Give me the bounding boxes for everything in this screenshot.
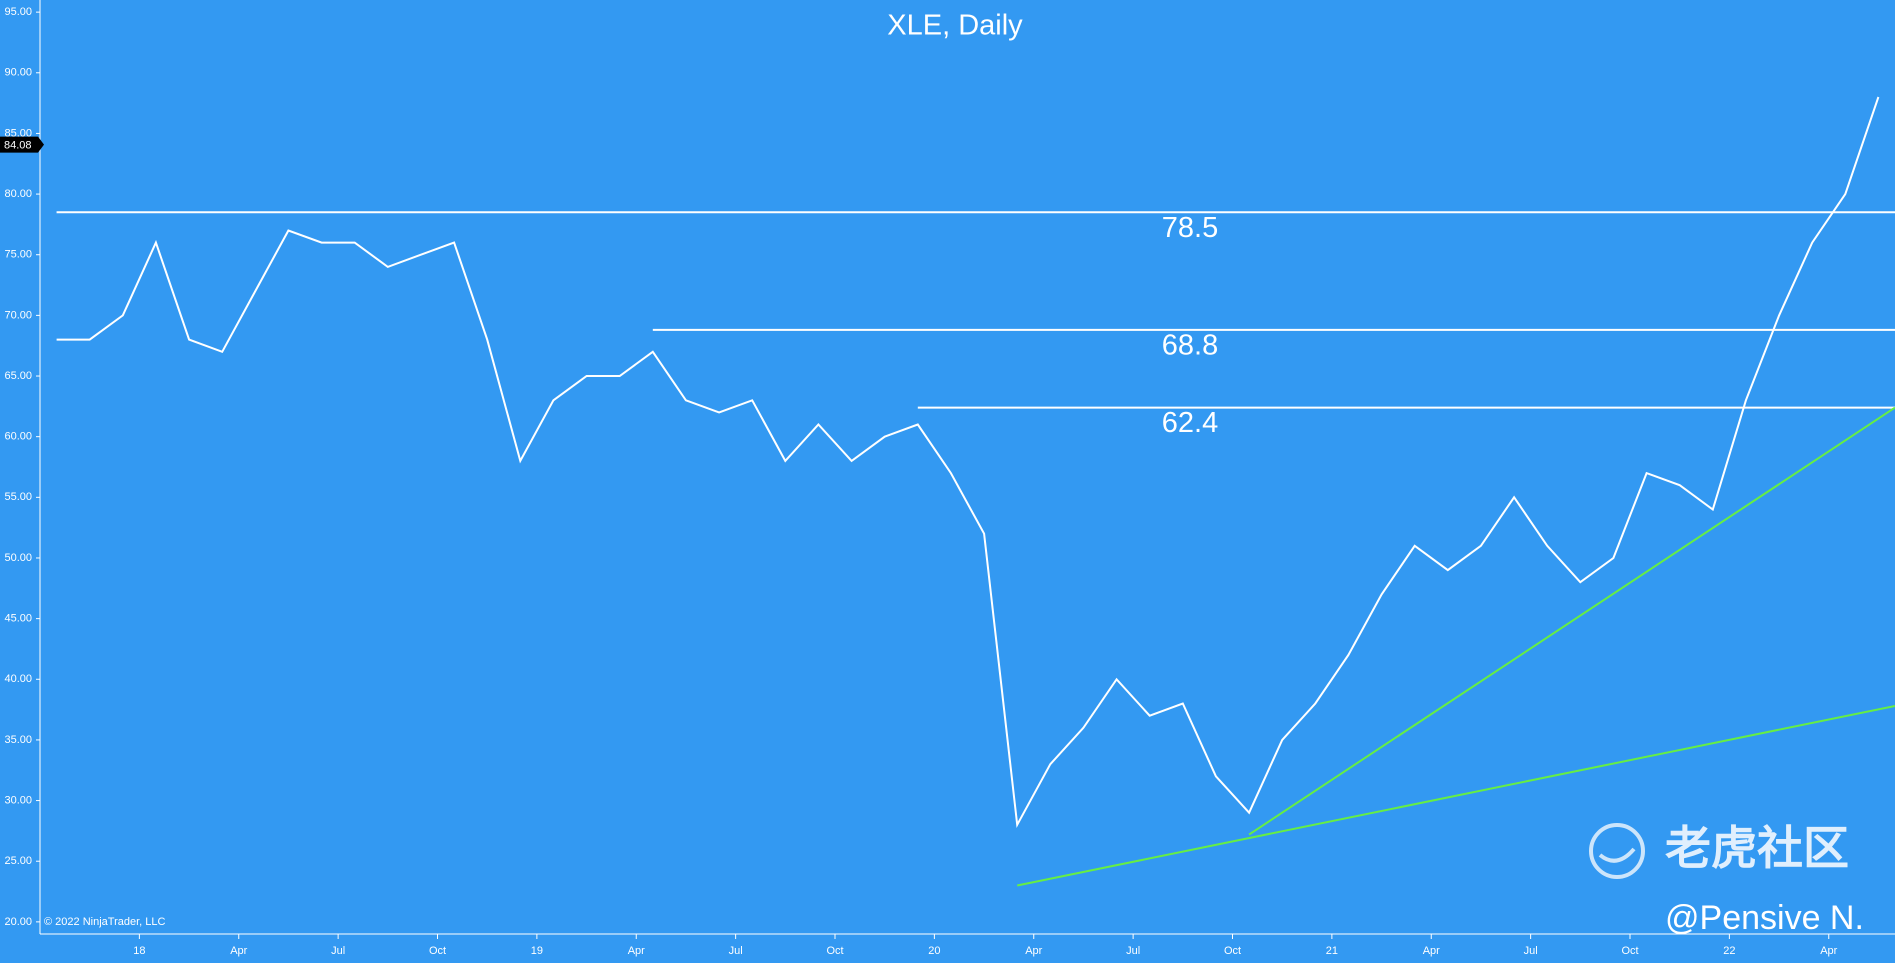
y-tick-label: 90.00 (4, 67, 32, 79)
y-tick-label: 55.00 (4, 491, 32, 503)
x-tick-label: Apr (1820, 945, 1837, 957)
level-label: 68.8 (1162, 330, 1218, 362)
y-tick-label: 50.00 (4, 552, 32, 564)
y-tick-label: 30.00 (4, 794, 32, 806)
x-tick-label: Jul (729, 945, 743, 957)
y-tick-label: 40.00 (4, 673, 32, 685)
last-price-marker (0, 136, 44, 153)
copyright: © 2022 NinjaTrader, LLC (44, 916, 165, 928)
level-label: 78.5 (1162, 212, 1218, 244)
level-label: 62.4 (1162, 407, 1218, 439)
x-tick-label: Oct (429, 945, 446, 957)
y-tick-label: 85.00 (4, 127, 32, 139)
x-tick-label: Jul (1524, 945, 1538, 957)
y-tick-label: 70.00 (4, 309, 32, 321)
last-price-label: 84.08 (4, 139, 32, 151)
y-tick-label: 35.00 (4, 734, 32, 746)
watermark: 老虎社区 (1665, 822, 1849, 874)
y-tick-label: 80.00 (4, 188, 32, 200)
y-tick-label: 25.00 (4, 855, 32, 867)
x-tick-label: 22 (1723, 945, 1735, 957)
y-tick-label: 45.00 (4, 613, 32, 625)
x-tick-label: Jul (1126, 945, 1140, 957)
x-tick-label: Apr (1025, 945, 1042, 957)
y-tick-label: 20.00 (4, 916, 32, 928)
y-tick-label: 75.00 (4, 249, 32, 261)
y-tick-label: 95.00 (4, 6, 32, 18)
x-tick-label: Apr (230, 945, 247, 957)
x-tick-label: 18 (133, 945, 145, 957)
y-tick-label: 60.00 (4, 431, 32, 443)
y-tick-label: 65.00 (4, 370, 32, 382)
x-tick-label: Oct (1224, 945, 1241, 957)
trendline (1248, 406, 1895, 836)
author: @Pensive N. (1665, 899, 1864, 937)
x-tick-label: Oct (826, 945, 843, 957)
x-tick-label: Jul (331, 945, 345, 957)
watermark-icon (1589, 823, 1645, 879)
x-tick-label: Apr (1423, 945, 1440, 957)
chart-title: XLE, Daily (887, 10, 1023, 42)
x-tick-label: Apr (628, 945, 645, 957)
trendline (1016, 704, 1895, 887)
price-line (56, 96, 1880, 829)
x-tick-label: 20 (928, 945, 940, 957)
x-tick-label: 21 (1326, 945, 1338, 957)
x-tick-label: Oct (1621, 945, 1638, 957)
x-tick-label: 19 (531, 945, 543, 957)
